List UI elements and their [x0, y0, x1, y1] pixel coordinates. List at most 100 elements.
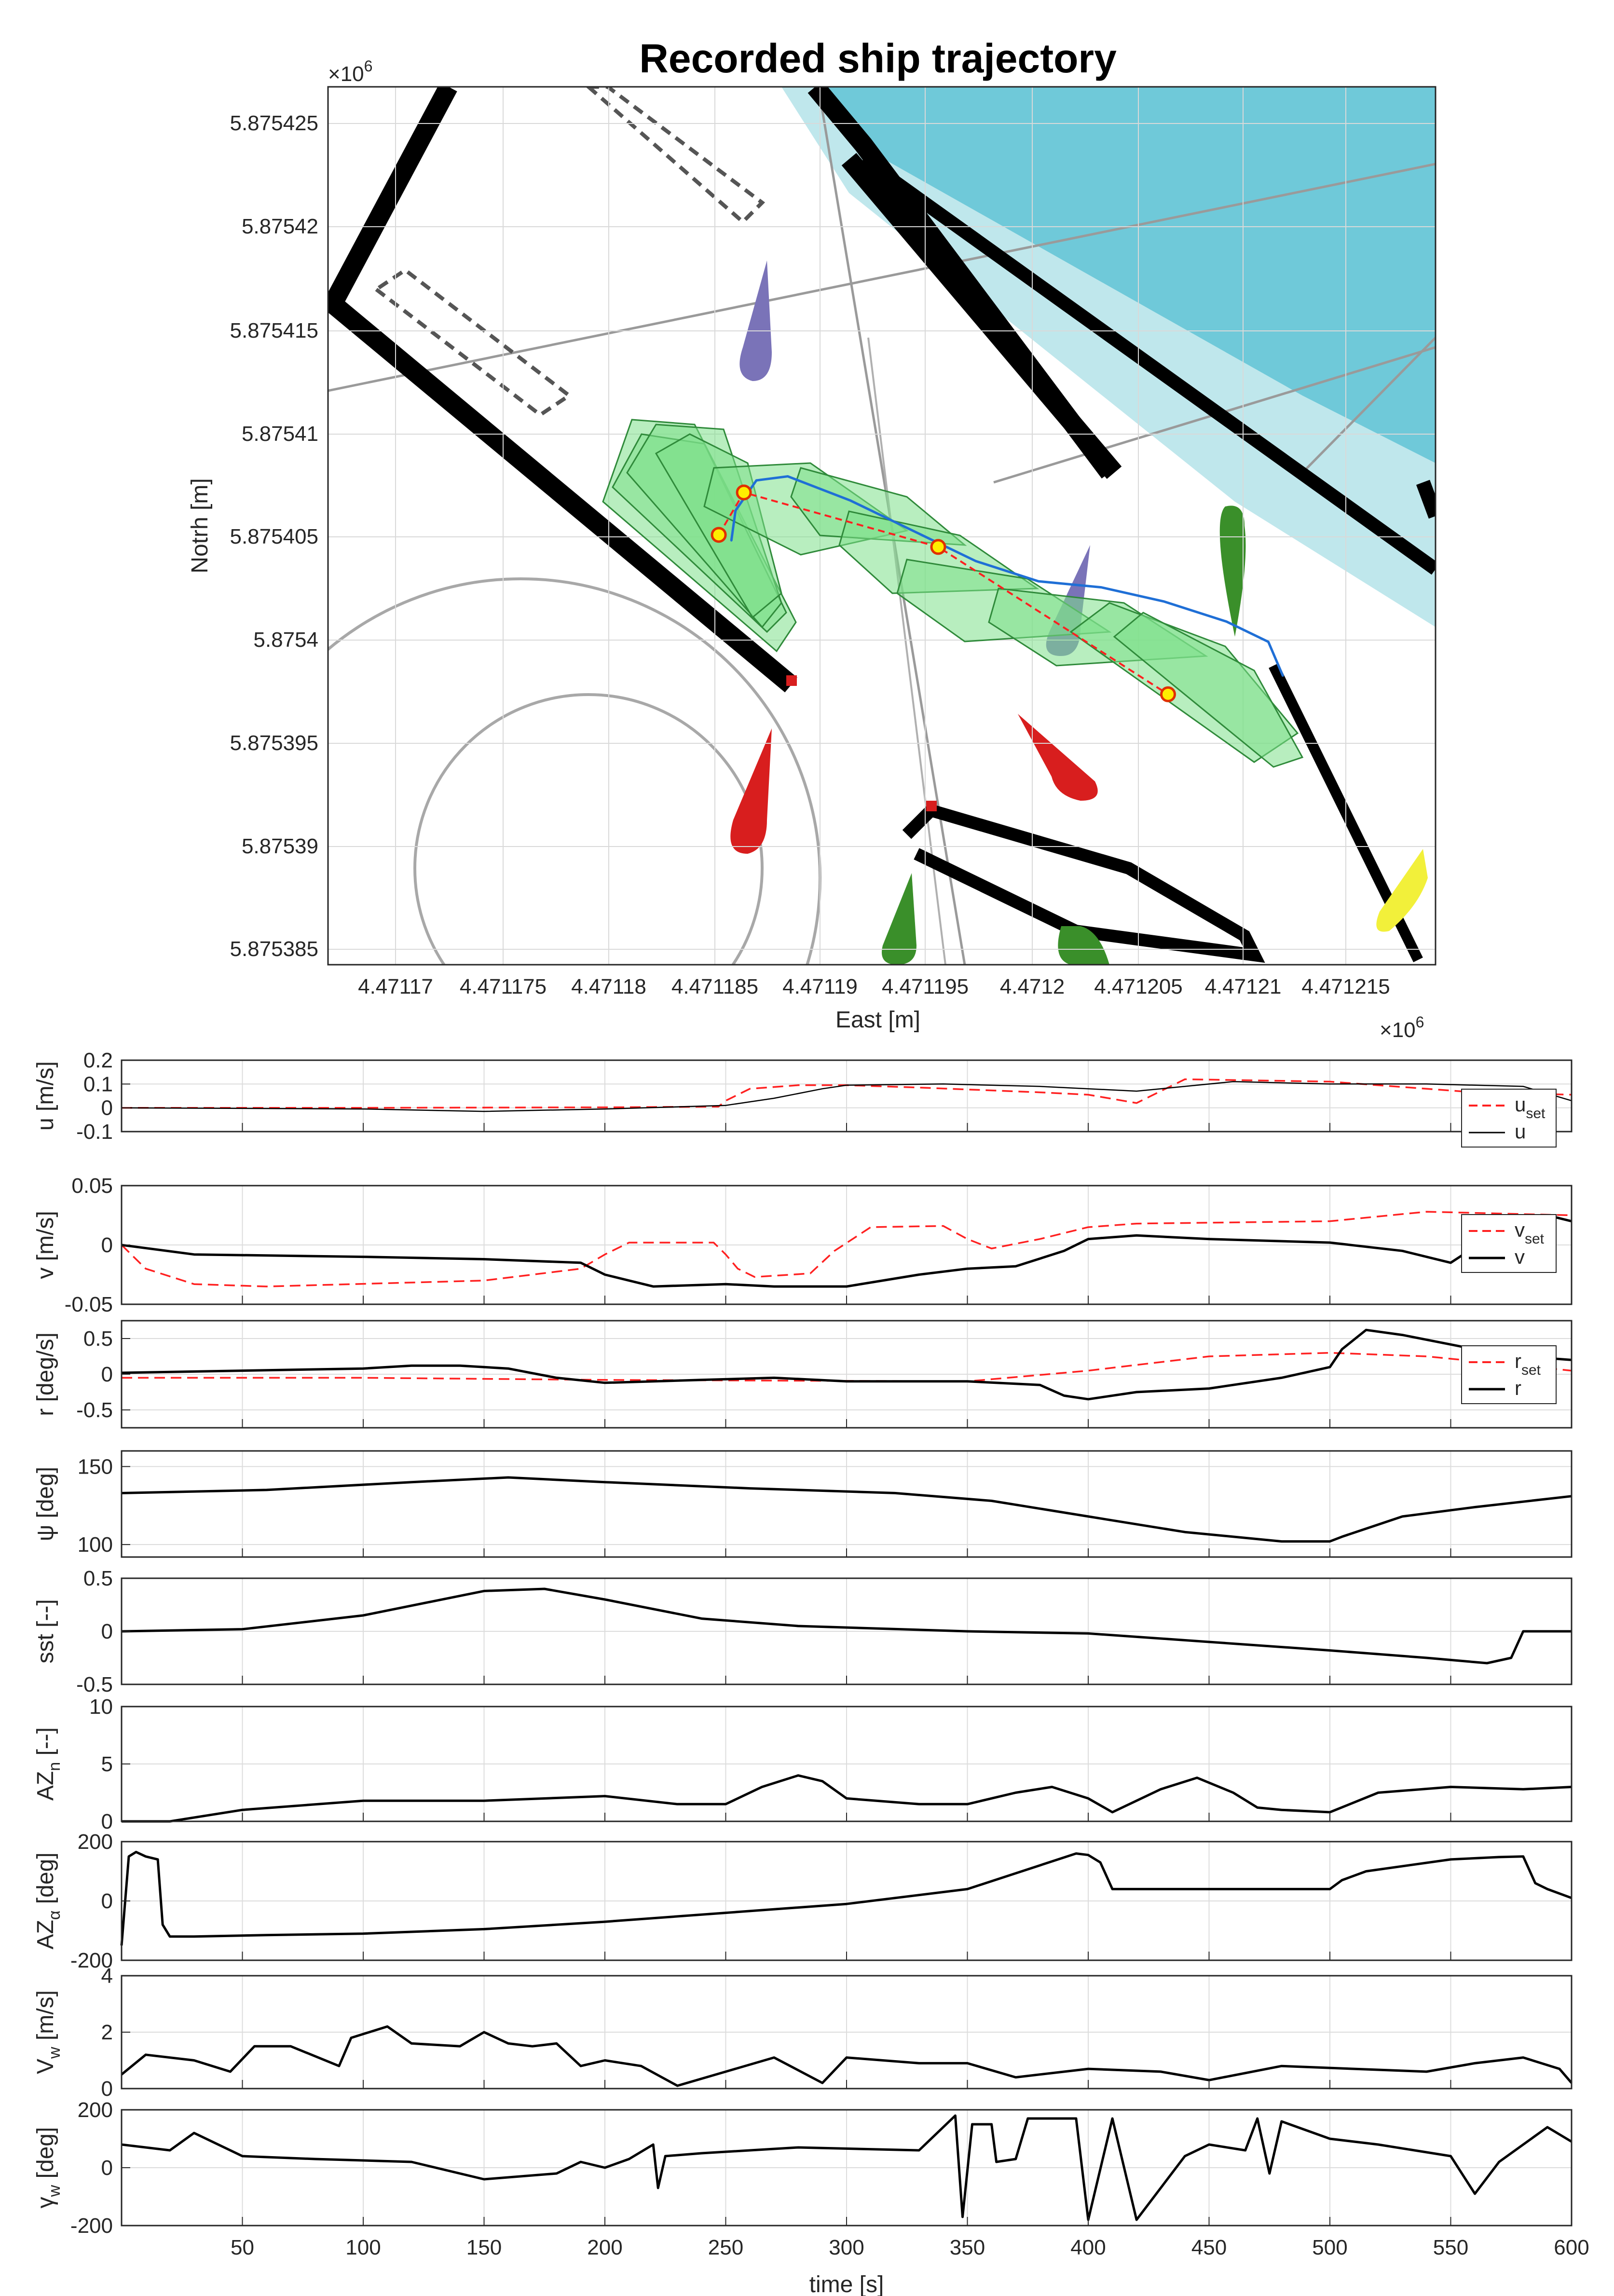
y-axis-label: AZn [--]	[33, 1727, 64, 1801]
y-tick-label: 10	[89, 1695, 113, 1719]
y-tick-label: 0	[101, 1233, 113, 1257]
x-axis-label: East [m]	[835, 1007, 920, 1033]
series-line-data	[121, 1476, 1572, 1543]
map-background	[328, 87, 1436, 965]
y-tick-label: 0.5	[83, 1327, 113, 1351]
trajectory-point	[912, 530, 914, 532]
legend-label-u-set: uset	[1515, 1093, 1546, 1121]
y-tick: 5.875425	[230, 111, 318, 135]
trajectory-point	[849, 500, 851, 502]
y-axis-label: Notrh [m]	[187, 478, 213, 573]
panel-6: 10 5 0 AZn [--]	[33, 1695, 1573, 1833]
y-tick-label: 2	[101, 2021, 113, 2044]
waypoint-marker	[711, 527, 727, 543]
y-tick-label: -0.5	[76, 1673, 113, 1696]
legend-label-r: r	[1515, 1377, 1521, 1399]
panel-grid	[122, 1060, 1572, 1132]
series-line-data	[121, 2114, 1573, 2221]
trajectory-point	[1226, 621, 1228, 623]
y-axis-label: ψ [deg]	[33, 1467, 58, 1541]
quay-wall	[328, 87, 797, 693]
series-line-v_set	[121, 1211, 1572, 1287]
trajectory-point	[730, 540, 732, 542]
map-axes-box	[327, 86, 1436, 966]
buoy-green	[1219, 506, 1246, 637]
y-axis-label: Vw [m/s]	[33, 1990, 64, 2074]
panel-1: 0.20.10-0.1 u [m/s]	[33, 1049, 1573, 1144]
buoy-red-2	[730, 728, 772, 854]
y-tick-label: 100	[78, 1533, 113, 1557]
series-line-data	[121, 2025, 1573, 2087]
x-tick: 4.471185	[671, 975, 758, 998]
waypoint-marker	[1160, 686, 1176, 702]
time-tick-label: 200	[587, 2236, 622, 2259]
buoy-yellow	[1376, 849, 1428, 932]
y-tick: 5.875415	[230, 319, 318, 342]
series-line-data	[122, 1774, 1572, 1823]
y-tick-label: 0.05	[71, 1174, 113, 1198]
trajectory-point	[1267, 641, 1269, 643]
x-tick: 4.4712	[1000, 975, 1065, 998]
time-tick-label: 600	[1554, 2236, 1589, 2259]
series-line-data	[121, 1587, 1572, 1665]
legend-label-u: u	[1515, 1120, 1526, 1143]
series-line-v	[121, 1214, 1572, 1288]
x-exponent: ×106	[1380, 1013, 1424, 1042]
y-tick-label: 0	[101, 1889, 113, 1913]
water-channel	[815, 87, 1436, 463]
y-tick-label: -0.05	[65, 1293, 113, 1316]
legend-u: uset u	[1461, 1089, 1557, 1148]
y-axis-label: v [m/s]	[33, 1211, 58, 1279]
panel-grid	[122, 1975, 1572, 2089]
time-tick-label: 500	[1312, 2236, 1347, 2259]
panel-grid	[122, 1451, 1572, 1557]
legend-v: vset v	[1461, 1214, 1557, 1273]
time-tick-label: 550	[1433, 2236, 1468, 2259]
x-tick: 4.47118	[571, 975, 646, 998]
time-tick-label: 350	[950, 2236, 985, 2259]
trajectory-plot: Recorded ship trajectory	[187, 36, 1436, 1042]
y-tick: 5.87541	[242, 422, 318, 446]
y-tick-label: 0	[101, 2077, 113, 2101]
chart-title: Recorded ship trajectory	[639, 36, 1117, 81]
buoy-red	[1018, 714, 1098, 801]
buoy-green-2	[882, 873, 916, 965]
y-tick: 5.87542	[242, 215, 318, 238]
panel-grid	[122, 2109, 1572, 2226]
y-tick-label: -200	[70, 2214, 113, 2238]
y-tick-label: 5	[101, 1752, 113, 1776]
time-tick-label: 400	[1070, 2236, 1106, 2259]
time-series-panels: 0.20.10-0.1u [m/s]0.050-0.05v [m/s]0.50-…	[33, 1049, 1589, 2259]
legend-label-v: v	[1515, 1245, 1525, 1268]
x-tick: 4.47117	[358, 975, 433, 998]
y-tick-label: -200	[70, 1949, 113, 1972]
panel-grid	[122, 1706, 1572, 1822]
x-tick: 4.47121	[1204, 975, 1281, 998]
y-tick: 5.87539	[242, 834, 318, 858]
y-tick-label: 200	[78, 2098, 113, 2122]
series-line-u	[121, 1081, 1572, 1112]
time-tick-label: 150	[466, 2236, 502, 2259]
y-tick-label: -0.1	[76, 1120, 113, 1144]
x-tick: 4.471195	[882, 975, 969, 998]
trajectory-point	[1038, 580, 1040, 582]
buoy-purple	[739, 260, 772, 381]
trajectory-point	[755, 479, 757, 481]
panel-5: 0.5 0 -0.5 sst [--]	[33, 1567, 1573, 1696]
series-line-r	[121, 1328, 1572, 1401]
y-tick-label: 4	[101, 1964, 113, 1988]
x-tick: 4.471205	[1094, 975, 1183, 998]
trajectory-point	[975, 560, 977, 562]
y-tick-label: 150	[78, 1455, 113, 1478]
trajectory-point	[1282, 675, 1284, 677]
map-x-ticks: 4.47117 4.471175 4.47118 4.471185 4.4711…	[358, 975, 1390, 998]
time-tick-label: 50	[231, 2236, 254, 2259]
series-line-data	[120, 1851, 1572, 1946]
time-tick-label: 450	[1191, 2236, 1227, 2259]
x-tick: 4.47119	[782, 975, 858, 998]
y-tick-label: -0.5	[76, 1398, 113, 1422]
x-tick: 4.471175	[460, 975, 547, 998]
y-exponent: ×106	[328, 57, 372, 86]
x-tick: 4.471215	[1301, 975, 1390, 998]
